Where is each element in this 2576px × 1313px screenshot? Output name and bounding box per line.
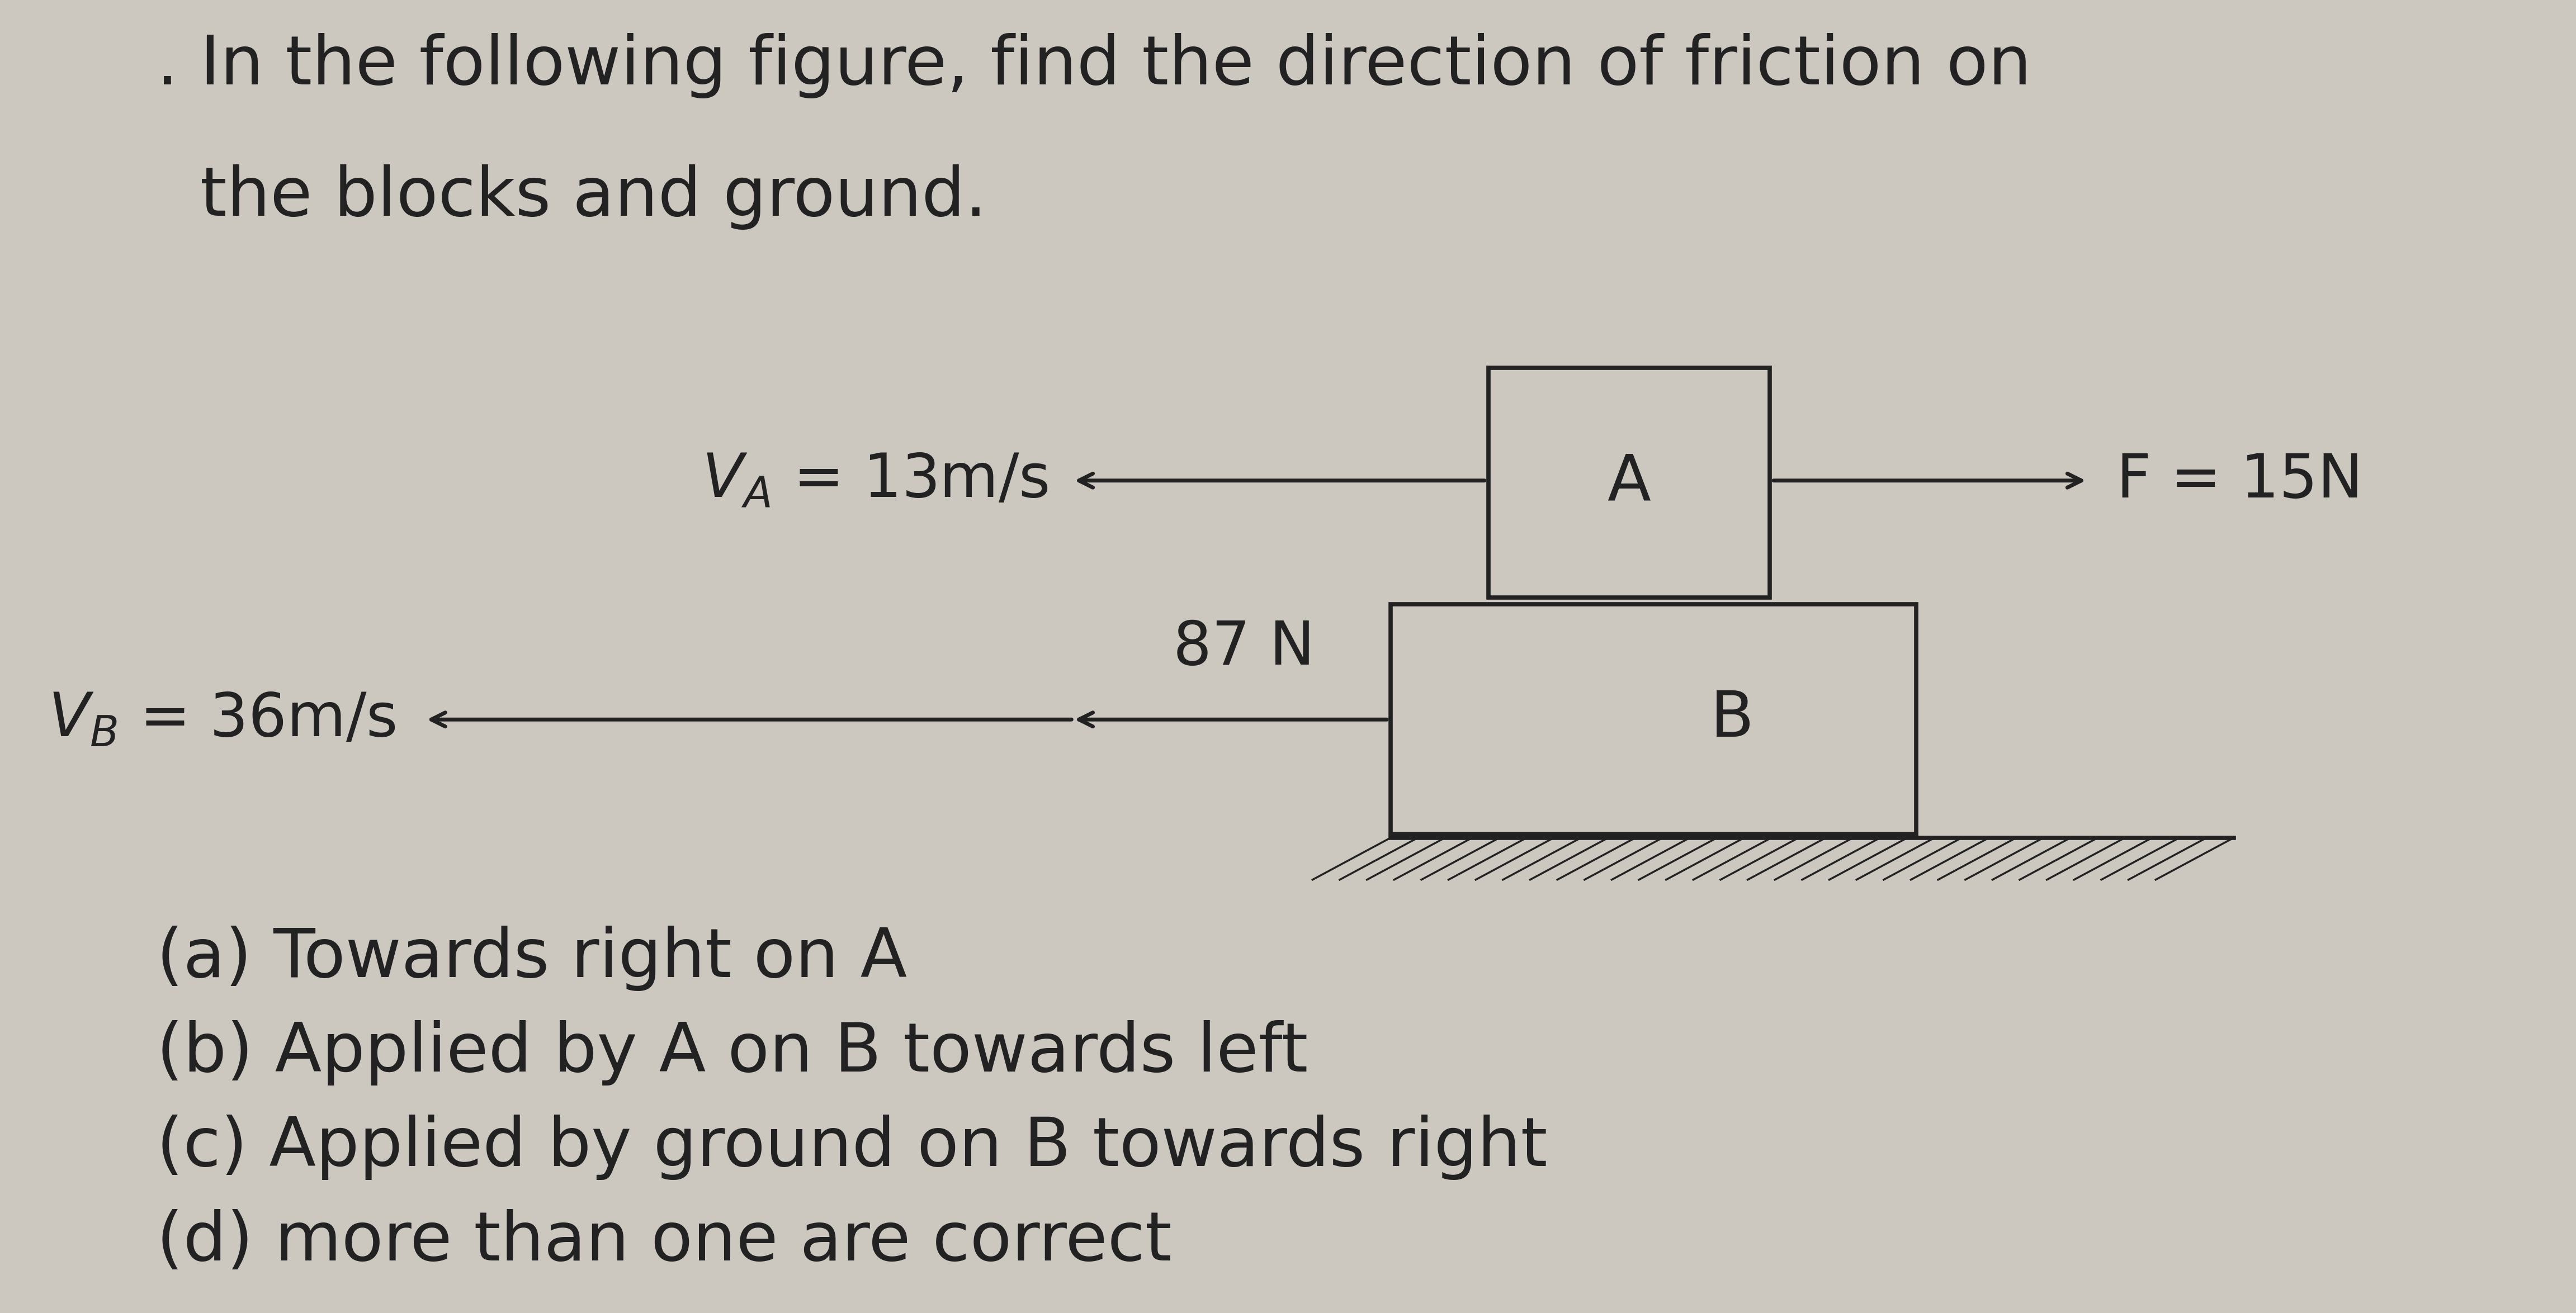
Text: $V_B$ = 36m/s: $V_B$ = 36m/s [49,689,397,750]
Text: (b) Applied by A on B towards left: (b) Applied by A on B towards left [157,1020,1309,1086]
Text: (a) Towards right on A: (a) Towards right on A [157,926,907,991]
Text: . In the following figure, find the direction of friction on: . In the following figure, find the dire… [157,33,2032,98]
Text: (c) Applied by ground on B towards right: (c) Applied by ground on B towards right [157,1115,1548,1180]
Text: $V_A$ = 13m/s: $V_A$ = 13m/s [701,450,1048,511]
Text: B: B [1710,688,1754,750]
Text: A: A [1607,452,1651,513]
Text: 87 N: 87 N [1172,618,1314,678]
Bar [1391,604,1917,834]
Bar [1489,368,1770,597]
Text: (d) more than one are correct: (d) more than one are correct [157,1209,1172,1275]
Text: F = 15N: F = 15N [2117,450,2362,511]
Text: the blocks and ground.: the blocks and ground. [157,164,987,230]
